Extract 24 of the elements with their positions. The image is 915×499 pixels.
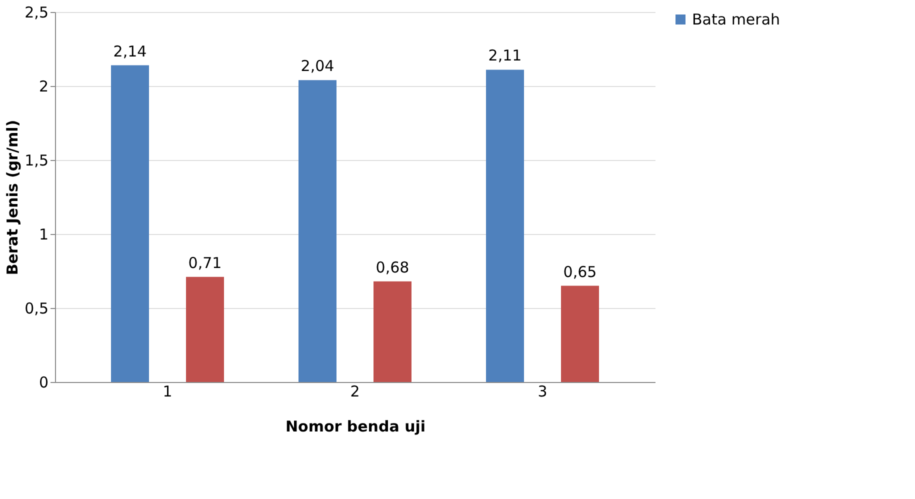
data-label: 0,68 <box>376 258 410 276</box>
bar <box>111 65 149 382</box>
x-tick-label: 1 <box>162 382 172 400</box>
y-tick-label: 0 <box>38 374 48 392</box>
y-tick-label: 1 <box>38 226 48 244</box>
y-tick-label: 1,5 <box>24 152 48 170</box>
bar <box>486 70 524 382</box>
bar <box>186 276 224 382</box>
x-tick-label: 3 <box>538 382 548 400</box>
data-label: 0,65 <box>563 262 597 281</box>
y-tick-label: 0,5 <box>24 300 48 318</box>
data-label: 2,14 <box>113 42 147 60</box>
x-tick-label: 2 <box>350 382 360 400</box>
bar <box>374 281 412 382</box>
bar <box>298 80 336 382</box>
y-tick-label: 2 <box>38 78 48 96</box>
y-tick-label: 2,5 <box>24 4 48 22</box>
x-axis-title: Nomor benda uji <box>285 418 426 436</box>
legend-label: Bata merah <box>692 10 780 28</box>
data-label: 2,11 <box>488 46 522 65</box>
data-label: 0,71 <box>188 254 222 272</box>
data-label: 2,04 <box>300 57 334 76</box>
bar <box>561 286 599 382</box>
y-axis-title: Berat Jenis (gr/ml) <box>4 120 22 276</box>
